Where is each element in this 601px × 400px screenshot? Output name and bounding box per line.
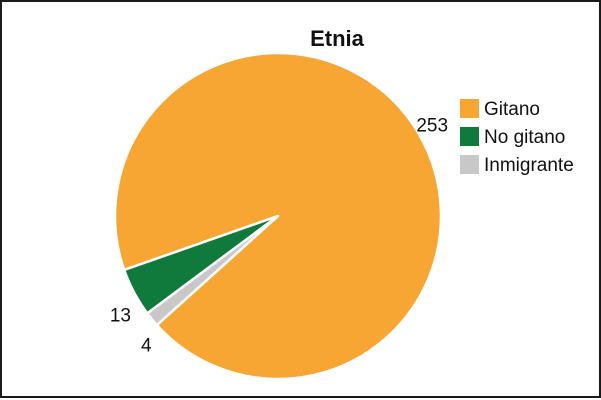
legend-swatch-inmigrante: [460, 155, 479, 174]
pie-data-labels: 253 13 4: [110, 116, 448, 357]
legend-swatch-gitano: [460, 99, 479, 118]
legend-label-gitano: Gitano: [484, 99, 540, 120]
chart-title: Etnia: [310, 26, 365, 51]
data-label-gitano: 253: [416, 116, 448, 137]
legend-label-inmigrante: Inmigrante: [484, 155, 574, 176]
legend: Gitano No gitano Inmigrante: [460, 99, 574, 176]
pie-slices: [113, 51, 443, 381]
pie-slice-inmigrante: [146, 214, 280, 327]
legend-swatch-no-gitano: [460, 127, 479, 146]
legend-label-no-gitano: No gitano: [484, 127, 565, 148]
data-label-inmigrante: 4: [141, 336, 152, 357]
data-label-no-gitano: 13: [110, 305, 131, 326]
